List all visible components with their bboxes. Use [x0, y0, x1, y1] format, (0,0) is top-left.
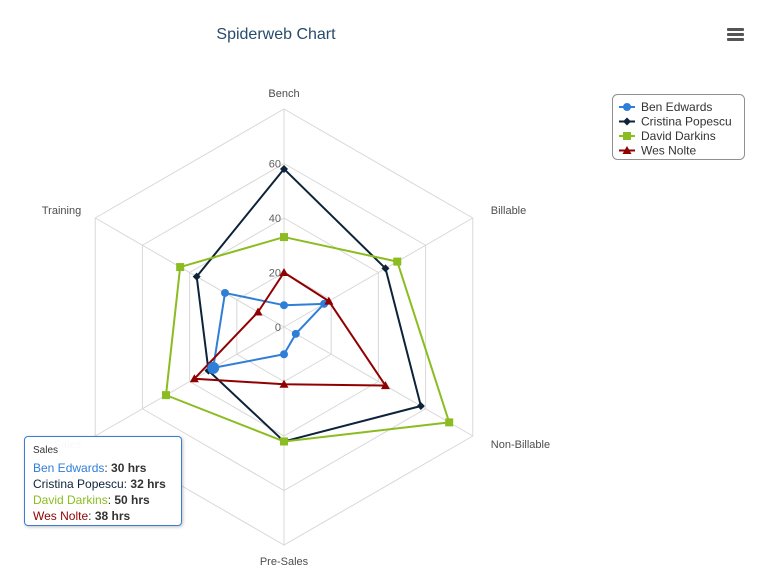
tooltip-value: 50 hrs	[114, 493, 150, 507]
grid-spoke	[283, 326, 474, 437]
radar-grid	[94, 108, 474, 546]
menu-bar	[727, 38, 744, 41]
legend-label: Wes Nolte	[641, 144, 696, 158]
data-point-marker	[623, 117, 631, 126]
data-point-marker	[381, 264, 390, 273]
legend-item: David Darkins	[619, 129, 716, 143]
data-point-marker	[324, 296, 334, 305]
data-point-marker	[280, 301, 288, 310]
category-label: Billable	[491, 205, 526, 217]
tooltip-value: 32 hrs	[130, 477, 166, 491]
data-point-marker	[189, 374, 199, 383]
category-label: Non-Billable	[491, 439, 550, 451]
data-point-marker	[393, 257, 402, 266]
data-point-marker	[380, 381, 390, 390]
data-point-marker	[192, 272, 201, 281]
data-point-marker	[445, 418, 454, 427]
data-point-marker	[280, 350, 288, 359]
legend-item: Ben Edwards	[619, 100, 712, 114]
tooltip-value: 30 hrs	[111, 461, 147, 475]
series-line	[165, 236, 451, 443]
tooltip-header: Sales	[33, 445, 59, 456]
tooltip-series-name: David Darkins	[33, 493, 108, 507]
tooltip-row: Ben Edwards: 30 hrs	[33, 461, 147, 475]
data-point-marker	[176, 263, 185, 272]
data-point-marker	[280, 233, 288, 242]
y-tick-label: 20	[269, 268, 281, 280]
menu-bar	[727, 33, 744, 36]
y-tick-label: 40	[269, 213, 281, 225]
category-label: Training	[42, 205, 81, 217]
tooltip-series-name: Ben Edwards	[33, 461, 105, 475]
grid-spoke	[283, 217, 474, 328]
category-label: Bench	[268, 88, 299, 100]
data-point-marker	[623, 132, 631, 140]
grid-spoke	[94, 217, 285, 328]
data-point-marker	[622, 146, 632, 154]
data-point-marker	[279, 379, 289, 388]
tooltip-row: Wes Nolte: 38 hrs	[33, 509, 131, 523]
tooltip: Sales Ben Edwards: 30 hrs Cristina Popes…	[24, 436, 182, 526]
data-point-marker	[221, 288, 230, 297]
tooltip-row: Cristina Popescu: 32 hrs	[33, 477, 166, 491]
data-point-marker	[416, 402, 425, 411]
series-group	[162, 164, 454, 446]
series-line	[212, 291, 326, 369]
legend-item: Wes Nolte	[619, 144, 696, 158]
series-david-darkins	[162, 233, 454, 446]
legend-box	[612, 94, 745, 160]
grid-spoke	[94, 326, 285, 437]
data-point-marker	[162, 391, 171, 400]
data-point-marker	[280, 437, 288, 446]
hamburger-menu-icon[interactable]	[724, 26, 746, 44]
tooltip-series-name: Wes Nolte	[33, 509, 89, 523]
category-label: Pre-Sales	[260, 556, 309, 568]
y-tick-label: 60	[269, 159, 281, 171]
menu-bar	[727, 28, 744, 31]
y-tick-labels: 0 20 40 60	[269, 159, 281, 335]
series-wes-nolte	[189, 268, 390, 390]
chart-title: Spiderweb Chart	[216, 26, 336, 43]
tooltip-row: David Darkins: 50 hrs	[33, 493, 150, 507]
data-point-marker	[280, 164, 288, 173]
hovered-data-point	[207, 361, 220, 374]
legend-item: Cristina Popescu	[619, 115, 732, 129]
data-point-marker	[291, 329, 300, 338]
tooltip-series-name: Cristina Popescu	[33, 477, 124, 491]
legend-label: Ben Edwards	[641, 100, 712, 114]
data-point-marker	[253, 307, 263, 316]
data-point-marker	[623, 103, 631, 111]
category-labels: BenchBillableNon-BillablePre-SalesSalesT…	[42, 88, 550, 568]
legend-label: Cristina Popescu	[641, 115, 732, 129]
data-point-marker	[279, 268, 289, 276]
tooltip-value: 38 hrs	[94, 509, 131, 523]
legend-label: David Darkins	[641, 129, 716, 143]
y-tick-label: 0	[275, 322, 281, 334]
